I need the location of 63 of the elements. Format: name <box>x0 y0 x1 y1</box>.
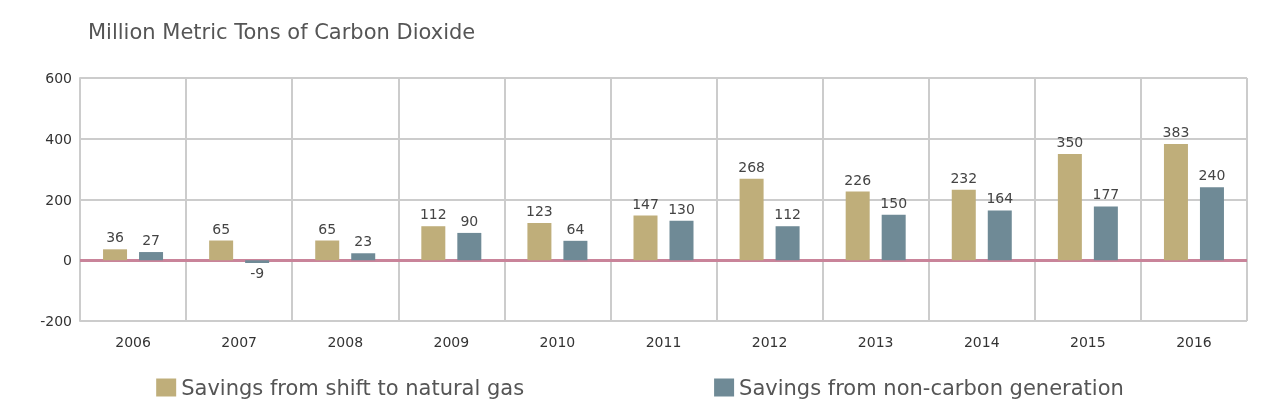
x-tick-label: 2007 <box>221 334 257 350</box>
y-tick-label: -200 <box>40 313 72 329</box>
data-label: 130 <box>668 200 695 217</box>
bar <box>881 214 906 261</box>
x-tick-label: 2010 <box>539 334 576 350</box>
bar <box>1199 187 1224 261</box>
x-tick-label: 2014 <box>963 334 1000 350</box>
y-tick-label: 0 <box>63 252 72 269</box>
data-label: 383 <box>1162 123 1190 140</box>
data-label: 112 <box>774 206 801 223</box>
legend-label: Savings from non-carbon generation <box>739 375 1124 400</box>
data-label: 64 <box>566 220 585 237</box>
bar <box>457 232 482 261</box>
y-tick-label: 200 <box>45 191 72 208</box>
x-tick-label: 2009 <box>433 334 470 350</box>
bar <box>1057 153 1082 261</box>
data-label: 123 <box>526 202 553 219</box>
data-label: 268 <box>738 158 765 175</box>
bar <box>527 222 552 261</box>
data-label: 164 <box>986 190 1014 207</box>
data-label: 65 <box>212 220 231 237</box>
bar <box>1163 143 1188 261</box>
bar <box>351 253 376 261</box>
x-tick-label: 2013 <box>857 334 894 350</box>
y-tick-label: 400 <box>45 130 72 147</box>
data-label: 177 <box>1092 186 1120 203</box>
bar <box>739 178 764 261</box>
data-label: 240 <box>1198 167 1226 184</box>
bar <box>845 191 870 261</box>
data-label: 150 <box>880 194 908 211</box>
data-label: 90 <box>460 212 479 229</box>
x-tick-label: 2011 <box>645 334 682 350</box>
data-label: 147 <box>632 195 659 212</box>
x-tick-label: 2006 <box>115 334 151 350</box>
data-label: 36 <box>106 229 125 246</box>
x-tick-label: 2008 <box>327 334 364 350</box>
chart-title: Million Metric Tons of Carbon Dioxide <box>88 19 476 44</box>
bar <box>103 249 128 261</box>
data-label: 112 <box>419 206 447 223</box>
bar <box>563 240 588 261</box>
bar <box>245 260 270 263</box>
bar <box>669 220 694 261</box>
bar <box>951 189 976 261</box>
data-label: 65 <box>318 220 337 237</box>
bar <box>209 240 234 261</box>
bar <box>421 226 446 261</box>
bar <box>139 252 164 261</box>
data-label: 23 <box>354 233 373 250</box>
x-tick-label: 2012 <box>751 334 788 350</box>
bar <box>987 210 1012 261</box>
x-tick-label: 2016 <box>1176 334 1212 350</box>
bar <box>775 226 800 261</box>
bar <box>633 215 658 261</box>
data-label: 226 <box>844 171 872 188</box>
bar <box>1093 206 1118 261</box>
x-tick-label: 2015 <box>1070 334 1106 350</box>
data-label: -9 <box>250 264 265 281</box>
data-label: 350 <box>1056 133 1084 150</box>
bar <box>315 240 340 261</box>
data-label: 27 <box>142 232 160 249</box>
data-label: 232 <box>950 169 978 186</box>
legend-label: Savings from shift to natural gas <box>181 375 525 400</box>
y-tick-label: 600 <box>45 70 72 86</box>
